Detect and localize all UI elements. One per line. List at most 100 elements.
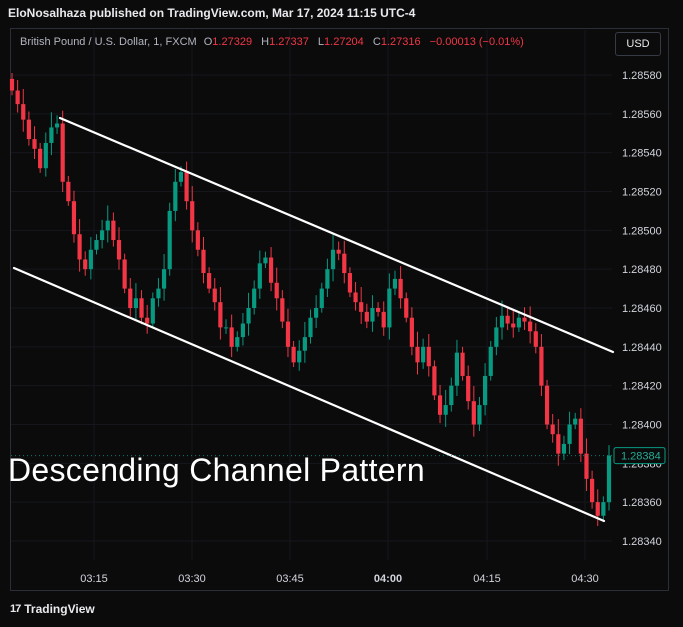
low-label: L	[317, 36, 325, 48]
candle-up	[482, 363, 488, 416]
candle-body	[66, 181, 71, 202]
candle-body	[156, 288, 161, 299]
candle-body	[308, 317, 313, 338]
tradingview-footer[interactable]: 17 TradingView	[10, 600, 95, 618]
candle-up	[319, 282, 324, 313]
high-label: H	[261, 36, 270, 48]
candle-body	[584, 453, 589, 479]
candle-down	[218, 287, 223, 340]
candle-body	[150, 298, 155, 324]
candle-down	[522, 307, 527, 330]
candle-down	[212, 278, 217, 311]
price-tick-label: 1.28400	[622, 420, 662, 432]
candle-down	[511, 310, 516, 338]
candle-body	[274, 282, 279, 299]
candle-body	[280, 298, 285, 322]
price-tick-label: 1.28340	[622, 536, 662, 548]
channel-lower-line	[12, 266, 606, 523]
candle-body	[550, 424, 555, 435]
candle-body	[488, 346, 493, 376]
candle-up	[494, 316, 499, 356]
candle-body	[246, 308, 251, 324]
candle-down	[38, 142, 43, 173]
candle-down	[415, 331, 420, 375]
candle-body	[190, 201, 195, 231]
price-tick-label: 1.28420	[622, 381, 662, 393]
candle-body	[522, 317, 527, 322]
candle-down	[466, 365, 471, 410]
candle-down	[544, 379, 550, 430]
candle-down	[409, 307, 414, 356]
candle-body	[415, 346, 420, 363]
candle-up	[477, 396, 482, 432]
currency-button[interactable]: USD	[615, 32, 661, 56]
candle-down	[122, 253, 127, 294]
candle-up	[223, 319, 229, 334]
candle-up	[561, 435, 567, 461]
last-price-label: 1.28384	[621, 451, 661, 463]
candle-body	[133, 298, 139, 308]
channel-upper-line	[58, 116, 615, 354]
candle-body	[167, 210, 172, 270]
candle-down	[336, 241, 341, 261]
candle-body	[567, 424, 572, 444]
candle-body	[359, 302, 364, 312]
candle-body	[319, 288, 324, 308]
candle-body	[60, 123, 65, 182]
candle-up	[302, 321, 307, 363]
candle-down	[268, 247, 274, 292]
candle-down	[533, 323, 538, 354]
candle-down	[280, 290, 285, 329]
candle-up	[601, 496, 606, 521]
candle-down	[145, 304, 150, 334]
candle-down	[550, 414, 555, 443]
price-tick-label: 1.28500	[622, 225, 662, 237]
candle-up	[308, 309, 313, 344]
candle-body	[404, 298, 409, 318]
candle-body	[139, 298, 144, 318]
last-price-marker: 1.28384	[11, 447, 666, 465]
candle-body	[370, 308, 375, 322]
candle-body	[544, 385, 550, 425]
candle-body	[38, 148, 43, 169]
close-value: 1.27316	[380, 36, 421, 48]
candle-down	[578, 408, 583, 463]
candle-body	[77, 234, 82, 260]
candle-down	[359, 287, 364, 324]
candle-body	[173, 181, 178, 211]
candle-down	[364, 303, 369, 329]
candle-down	[432, 360, 437, 401]
last-price-box	[613, 447, 666, 465]
candle-body	[336, 249, 341, 254]
candle-down	[116, 227, 122, 270]
symbol-name: British Pound / U.S. Dollar, 1, FXCM	[20, 36, 197, 48]
candle-body	[116, 240, 122, 260]
candle-up	[573, 412, 578, 430]
candle-down	[15, 80, 20, 113]
candle-body	[212, 288, 217, 303]
candle-body	[122, 259, 127, 289]
candle-body	[494, 327, 499, 347]
symbol-legend[interactable]: British Pound / U.S. Dollar, 1, FXCM O1.…	[20, 36, 530, 48]
candle-body	[421, 346, 426, 363]
time-tick-label: 04:30	[571, 573, 599, 585]
candle-down	[584, 438, 589, 491]
candle-up	[370, 295, 375, 332]
candle-body	[578, 418, 583, 454]
candle-down	[460, 346, 465, 381]
candle-body	[556, 434, 561, 454]
candle-body	[15, 90, 20, 105]
close-label: C	[372, 36, 381, 48]
candle-body	[606, 455, 612, 503]
candle-body	[43, 142, 48, 169]
candle-body	[392, 278, 398, 289]
candle-body	[184, 172, 189, 202]
candle-up	[94, 234, 99, 255]
candle-body	[454, 352, 460, 386]
candle-body	[387, 288, 392, 328]
candle-body	[252, 288, 257, 308]
price-tick-label: 1.28460	[622, 303, 662, 315]
candle-body	[516, 317, 521, 328]
time-tick-label: 04:00	[374, 573, 402, 585]
